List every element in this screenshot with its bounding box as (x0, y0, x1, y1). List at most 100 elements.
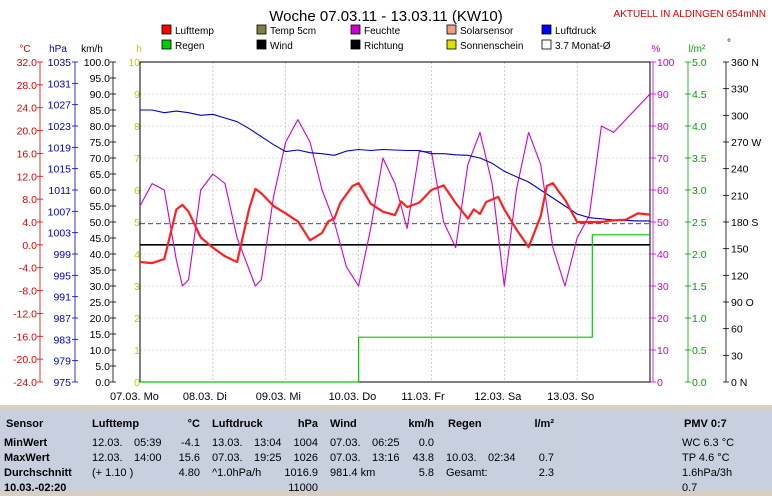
stats-label-max: MaxWert (4, 452, 50, 464)
stats-cell: 43.8 (412, 452, 434, 464)
stats-lufttemp-unit: °C (187, 418, 200, 430)
stats-luftdruck-min-row: 13.03. 13:04 1004 (212, 437, 318, 451)
wind-tick: 0.0 (95, 377, 110, 389)
stats-sensor-header: Sensor (6, 418, 44, 430)
stats-cell: (+ 1.10 ) (92, 467, 134, 479)
wind-tick: 30.0 (90, 281, 111, 293)
stats-cell: 02:34 (488, 452, 516, 464)
chart-title: Woche 07.03.11 - 13.03.11 (KW10) (269, 8, 502, 25)
weather-chart-area: Woche 07.03.11 - 13.03.11 (KW10) AKTUELL … (0, 0, 772, 405)
press-tick: 1015 (48, 164, 72, 176)
x-day-label: 13.03. So (547, 391, 594, 403)
hum-tick: 40 (657, 249, 669, 261)
stats-cell: 07.03. (212, 452, 243, 464)
rain-tick: 0.0 (692, 377, 707, 389)
hum-tick: 20 (657, 313, 669, 325)
temp-tick: -16.0 (13, 331, 37, 343)
wind-tick: 55.0 (90, 201, 111, 213)
stats-cell: 12.03. (92, 452, 123, 464)
rain-tick: 3.0 (692, 185, 707, 197)
stats-cell: 13:16 (372, 452, 400, 464)
wind-tick: 70.0 (90, 153, 111, 165)
stats-cell: 11000 (288, 482, 318, 494)
temp-tick: -4.0 (19, 263, 37, 275)
stats-cell: ^1.0hPa/h (212, 467, 262, 479)
temp-tick: 4.0 (22, 217, 37, 229)
rain-tick: 1.0 (692, 313, 707, 325)
hum-tick: 90 (657, 89, 669, 101)
x-day-label: 12.03. Sa (474, 391, 522, 403)
legend-swatch (256, 39, 267, 50)
sun-tick: 1 (134, 345, 140, 357)
stats-luftdruck-header: Luftdruck (212, 418, 263, 430)
stats-pmv-header: PMV 0:7 (684, 418, 727, 430)
stats-cell: 19:25 (254, 452, 282, 464)
wind-tick: 65.0 (90, 169, 111, 181)
temp-tick: -20.0 (13, 354, 37, 366)
stats-luftdruck-column: Luftdruck hPa 13.03. 13:04 1004 07.03. 19:2… (208, 412, 322, 494)
stats-lufttemp-max-row: 12.03. 14:00 15.6 (92, 452, 200, 466)
dir-tick: 210 (731, 190, 749, 202)
sun-tick: 2 (134, 313, 140, 325)
stats-cell: 981.4 km (330, 467, 376, 479)
stats-cell: 07.03. (330, 437, 361, 449)
stats-luftdruck-unit: hPa (297, 418, 318, 430)
press-tick: 1003 (48, 228, 72, 240)
stats-wind-min-row: 07.03. 06:25 0.0 (330, 437, 434, 451)
temp-tick: 24.0 (17, 103, 38, 115)
wind-tick: 95.0 (90, 73, 111, 85)
rain-tick: 5.0 (692, 57, 707, 69)
press-tick: 1035 (48, 57, 72, 69)
stats-wind-max-row: 07.03. 13:16 43.8 (330, 452, 434, 466)
stats-cell: 0.0 (418, 437, 434, 449)
statistics-panel: Sensor MinWert MaxWert Durchschnitt 10.0… (0, 412, 772, 494)
stats-cell: 4.80 (178, 467, 200, 479)
stats-luftdruck-extra-row: 11000 (212, 482, 318, 496)
rain-tick: 0.5 (692, 345, 707, 357)
stats-lufttemp-avg-row: (+ 1.10 ) 4.80 (92, 467, 200, 481)
stats-regen-total-row: Gesamt: 2.3 (446, 467, 554, 481)
stats-cell: 0.7 (538, 452, 554, 464)
hum-tick: 50 (657, 217, 669, 229)
wind-tick: 85.0 (90, 105, 111, 117)
dir-tick: 180 S (731, 217, 758, 229)
press-tick: 975 (53, 377, 71, 389)
stats-wind-avg-row: 981.4 km 5.8 (330, 467, 434, 481)
dir-tick: 90 O (731, 297, 754, 309)
temp-tick: 8.0 (22, 194, 37, 206)
stats-cell: 2.3 (538, 467, 554, 479)
temp-tick: -24.0 (13, 377, 37, 389)
rain-tick: 1.5 (692, 281, 707, 293)
dir-tick: 120 (731, 270, 749, 282)
rain-tick: 2.5 (692, 217, 707, 229)
stats-pmv-windchill: WC 6.3 °C (682, 437, 735, 449)
hum-tick: 70 (657, 153, 669, 165)
legend-label: Richtung (364, 41, 403, 52)
legend-label: Luftdruck (555, 26, 597, 37)
rain-tick: 4.0 (692, 121, 707, 133)
axis-unit-temp: °C (19, 44, 30, 55)
station-note: AKTUELL IN ALDINGEN 654mNN (614, 9, 766, 20)
press-tick: 979 (53, 356, 71, 368)
series-feuchte-line (139, 93, 651, 287)
wind-tick: 25.0 (90, 297, 111, 309)
sun-tick: 0 (134, 377, 140, 389)
axis-unit-rain: l/m² (689, 44, 706, 55)
sun-tick: 4 (134, 249, 140, 261)
legend-swatch (541, 24, 552, 35)
sun-tick: 9 (134, 89, 140, 101)
legend-label: Regen (175, 41, 204, 52)
press-tick: 995 (53, 270, 71, 282)
series-regen-line (140, 234, 650, 383)
axis-unit-press: hPa (49, 44, 67, 55)
legend-label: 3.7 Monat-Ø (555, 41, 611, 52)
temp-tick: -8.0 (19, 286, 37, 298)
stats-cell: 14:00 (134, 452, 162, 464)
press-tick: 1019 (48, 142, 72, 154)
stats-wind-header: Wind (330, 418, 357, 430)
stats-cell: 12.03. (92, 437, 123, 449)
sun-tick: 10 (128, 57, 140, 69)
temp-tick: 20.0 (17, 126, 38, 138)
legend-label: Sonnenschein (460, 41, 523, 52)
legend-label: Feuchte (364, 26, 401, 37)
